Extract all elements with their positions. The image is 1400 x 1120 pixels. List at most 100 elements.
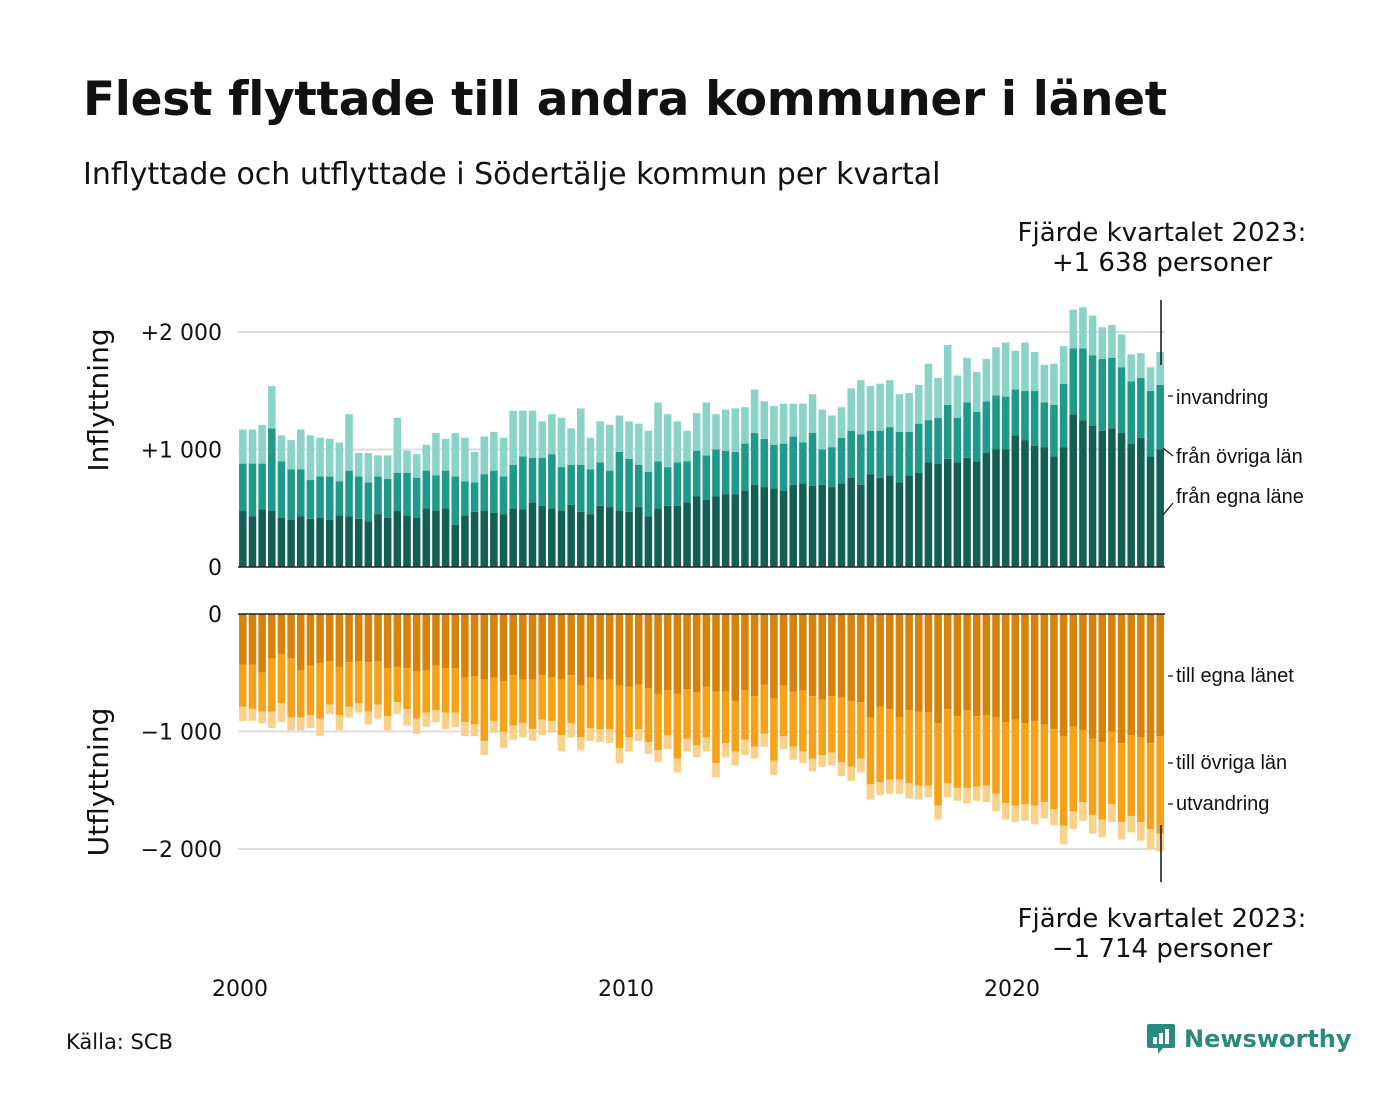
bar-outflow-0 <box>731 614 740 701</box>
bar-outflow-2 <box>268 711 276 728</box>
bar-outflow-1 <box>905 710 913 784</box>
bar-outflow-2 <box>972 786 981 801</box>
bar-inflow-1 <box>605 470 614 508</box>
bar-inflow-2 <box>808 394 817 434</box>
bar-inflow-1 <box>905 431 913 476</box>
bar-inflow-2 <box>403 450 411 473</box>
bar-outflow-2 <box>634 729 643 741</box>
bar-inflow-0 <box>1079 420 1087 567</box>
bar-inflow-0 <box>789 484 798 567</box>
bar-inflow-2 <box>712 414 720 450</box>
bar-inflow-1 <box>577 464 585 512</box>
bar-inflow-1 <box>615 451 624 511</box>
bar-inflow-2 <box>354 453 363 477</box>
bar-outflow-0 <box>866 614 875 718</box>
bar-outflow-0 <box>615 614 624 686</box>
bar-outflow-1 <box>519 679 527 724</box>
bar-inflow-2 <box>953 375 962 418</box>
bar-inflow-0 <box>963 457 971 567</box>
bar-outflow-0 <box>1117 614 1126 744</box>
bar-inflow-1 <box>828 447 836 488</box>
bar-inflow-0 <box>316 517 324 567</box>
bar-outflow-0 <box>895 614 904 718</box>
bar-inflow-1 <box>857 434 865 485</box>
bar-outflow-1 <box>654 693 662 751</box>
bar-inflow-2 <box>586 437 595 470</box>
bar-outflow-2 <box>750 746 759 759</box>
bar-inflow-0 <box>1127 443 1135 567</box>
bar-inflow-0 <box>499 514 508 567</box>
bar-inflow-1 <box>470 482 479 512</box>
bar-inflow-2 <box>615 415 624 452</box>
bar-inflow-0 <box>876 477 884 567</box>
bar-outflow-2 <box>567 723 575 738</box>
bar-outflow-0 <box>605 614 614 680</box>
bar-inflow-1 <box>451 476 460 525</box>
bar-outflow-1 <box>837 697 846 763</box>
bar-inflow-2 <box>335 442 344 482</box>
bar-outflow-2 <box>258 711 266 724</box>
bar-outflow-1 <box>847 700 855 767</box>
bar-outflow-2 <box>721 743 730 758</box>
bar-inflow-2 <box>345 414 353 471</box>
bar-inflow-1 <box>673 462 682 506</box>
bar-outflow-1 <box>808 696 817 759</box>
bar-inflow-1 <box>1137 377 1145 438</box>
bar-inflow-2 <box>634 423 643 465</box>
bar-inflow-2 <box>557 417 566 468</box>
bar-inflow-2 <box>1021 342 1029 391</box>
bar-inflow-1 <box>808 433 817 486</box>
bar-inflow-1 <box>383 478 392 518</box>
bar-inflow-2 <box>943 344 952 405</box>
bar-outflow-0 <box>403 614 411 669</box>
bar-outflow-1 <box>818 699 826 755</box>
bar-inflow-2 <box>818 409 826 450</box>
bar-inflow-0 <box>1069 414 1078 567</box>
bar-inflow-1 <box>1040 402 1049 448</box>
bar-inflow-2 <box>683 430 691 462</box>
bar-inflow-0 <box>480 510 489 567</box>
bar-inflow-2 <box>374 455 382 477</box>
bar-inflow-0 <box>335 515 344 567</box>
bar-inflow-1 <box>953 417 962 463</box>
bar-inflow-2 <box>789 403 798 437</box>
bar-outflow-0 <box>692 614 701 693</box>
bar-inflow-1 <box>412 477 421 518</box>
bar-inflow-0 <box>557 510 566 567</box>
bar-inflow-1 <box>818 449 826 485</box>
bar-outflow-0 <box>1021 614 1029 724</box>
bar-outflow-2 <box>528 729 537 741</box>
bar-outflow-2 <box>1021 804 1029 821</box>
bar-inflow-2 <box>422 444 431 471</box>
bar-outflow-1 <box>509 675 517 726</box>
bar-outflow-1 <box>277 653 286 704</box>
bar-outflow-1 <box>567 675 575 724</box>
bar-outflow-1 <box>963 710 971 788</box>
bar-inflow-0 <box>886 475 894 567</box>
bar-inflow-2 <box>721 409 730 451</box>
bar-inflow-2 <box>914 384 923 424</box>
bar-outflow-0 <box>1079 614 1087 731</box>
bar-outflow-2 <box>866 784 875 800</box>
bar-inflow-0 <box>325 520 334 567</box>
bar-inflow-0 <box>760 487 769 567</box>
bar-inflow-0 <box>615 510 624 567</box>
bar-outflow-1 <box>683 689 691 739</box>
bar-inflow-0 <box>1108 428 1116 567</box>
bar-outflow-0 <box>1098 614 1107 743</box>
bar-inflow-2 <box>364 453 373 483</box>
bar-inflow-1 <box>277 461 286 518</box>
bar-inflow-0 <box>306 518 315 567</box>
bar-outflow-1 <box>345 662 353 707</box>
x-tick-label: 2020 <box>984 977 1040 1002</box>
bar-outflow-0 <box>992 614 1000 718</box>
bar-inflow-1 <box>1011 389 1020 436</box>
bar-outflow-2 <box>596 729 604 743</box>
bar-outflow-1 <box>876 706 884 783</box>
bar-inflow-0 <box>702 500 711 567</box>
bar-outflow-1 <box>721 691 730 744</box>
bar-inflow-0 <box>354 518 363 567</box>
inflow-callout-line1: Fjärde kvartalet 2023: <box>1017 218 1307 248</box>
bar-outflow-0 <box>577 614 585 686</box>
bar-inflow-0 <box>779 490 788 567</box>
